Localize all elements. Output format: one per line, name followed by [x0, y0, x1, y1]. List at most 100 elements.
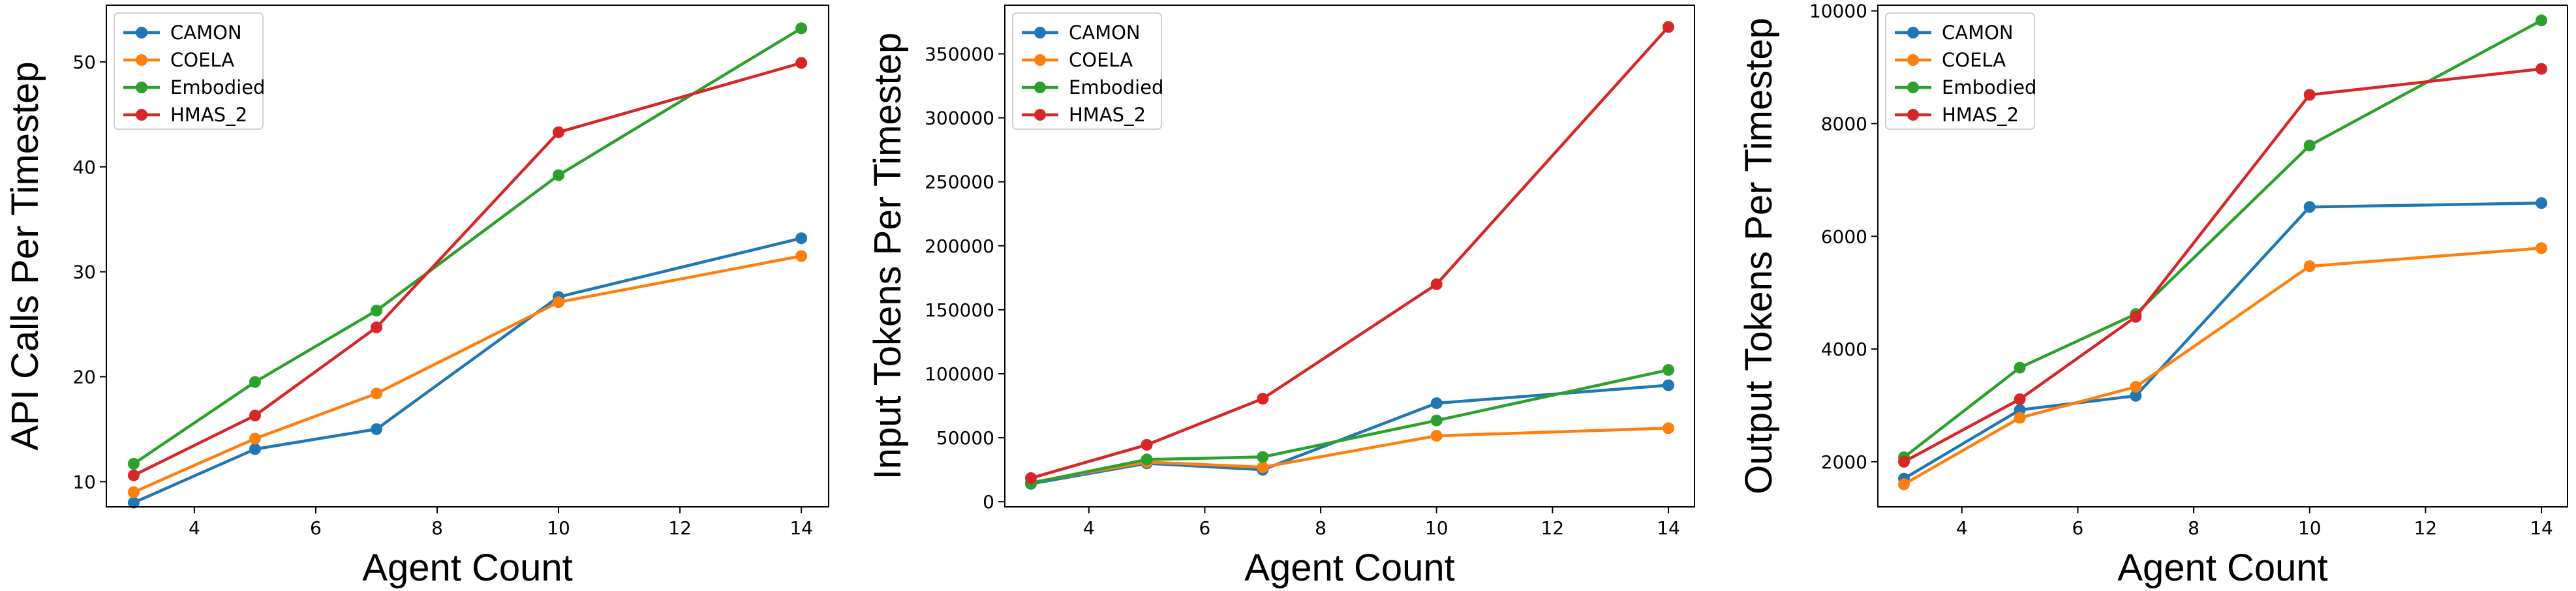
data-point-camon-5	[249, 443, 261, 455]
chart-panel-2: 4 6 8 10 12 14 0 50000 100000 150000 200000 250000 3…	[866, 5, 1695, 589]
data-point-embodied-14	[2536, 14, 2547, 27]
data-point-coela-14	[795, 250, 808, 262]
data-point-coela-10	[2303, 260, 2316, 273]
data-point-embodied-5	[2014, 361, 2026, 374]
x-tick-label: 6	[310, 517, 322, 539]
data-point-hmas_2-3	[1898, 455, 1910, 468]
data-point-embodied-3	[127, 458, 140, 470]
legend-label-camon: CAMON	[1069, 22, 1141, 44]
y-tick-label: 250000	[925, 172, 994, 193]
data-point-embodied-14	[795, 22, 808, 35]
data-point-camon-10	[2303, 201, 2316, 213]
legend-label-coela: COELA	[170, 49, 234, 71]
data-point-hmas_2-10	[553, 126, 564, 138]
y-tick-label: 50	[72, 52, 96, 73]
data-point-coela-10	[553, 296, 564, 309]
x-tick-label: 14	[1657, 517, 1680, 539]
legend-marker-embodied	[1907, 82, 1919, 93]
data-point-camon-3	[127, 496, 140, 509]
y-tick-label: 350000	[925, 44, 994, 65]
data-point-hmas_2-3	[1025, 472, 1037, 484]
data-point-camon-14	[2536, 197, 2547, 209]
x-tick-label: 12	[1541, 517, 1565, 539]
data-point-hmas_2-5	[1141, 438, 1153, 451]
y-tick-label: 4000	[1821, 339, 1867, 360]
chart-panel-1: 4 6 8 10 12 14 10 20 30 40 50 Agent Count API Calls …	[4, 5, 829, 589]
y-axis-label: API Calls Per Timestep	[4, 61, 46, 450]
x-tick-label: 6	[1199, 517, 1211, 539]
data-point-camon-14	[1663, 379, 1674, 391]
legend-label-embodied: Embodied	[170, 76, 265, 98]
x-tick-label: 10	[1425, 517, 1449, 539]
y-tick-label: 100000	[925, 363, 994, 385]
legend-label-embodied: Embodied	[1942, 76, 2036, 98]
y-tick-label: 2000	[1821, 451, 1867, 473]
x-tick-label: 12	[668, 517, 692, 539]
x-tick-label: 10	[547, 517, 570, 539]
data-point-camon-14	[795, 232, 808, 245]
series-line-camon	[1902, 202, 2543, 481]
data-point-embodied-10	[1430, 414, 1443, 427]
data-point-hmas_2-5	[2014, 393, 2026, 405]
y-tick-label: 150000	[925, 299, 994, 321]
legend-label-coela: COELA	[1942, 49, 2006, 71]
legend: CAMON COELA Embodied HMAS_2	[1885, 12, 2036, 130]
x-tick-label: 8	[2188, 517, 2200, 539]
legend: CAMON COELA Embodied HMAS_2	[114, 12, 265, 130]
legend: CAMON COELA Embodied HMAS_2	[1012, 12, 1163, 130]
y-tick-label: 10000	[1809, 1, 1867, 22]
legend-label-embodied: Embodied	[1069, 76, 1163, 98]
y-tick-label: 200000	[925, 235, 994, 257]
x-tick-label: 6	[2072, 517, 2084, 539]
data-point-coela-3	[1898, 478, 1910, 491]
legend-box	[114, 12, 264, 130]
x-tick-label: 14	[2530, 517, 2553, 539]
x-tick-label: 14	[790, 517, 813, 539]
data-point-camon-7	[2130, 389, 2142, 402]
legend-marker-embodied	[136, 82, 147, 93]
x-tick-label: 8	[1315, 517, 1326, 539]
y-tick-label: 30	[72, 262, 96, 283]
y-tick-label: 8000	[1821, 113, 1867, 134]
legend-marker-camon	[136, 27, 147, 38]
x-axis-label: Agent Count	[1244, 547, 1454, 589]
series-line-camon	[1029, 384, 1670, 485]
legend-marker-coela	[136, 54, 147, 66]
axes-frame	[106, 5, 829, 508]
legend-marker-camon	[1034, 27, 1046, 38]
data-point-coela-7	[2130, 381, 2142, 393]
legend-marker-coela	[1034, 54, 1046, 66]
x-axis-label: Agent Count	[2117, 547, 2327, 589]
legend-marker-camon	[1907, 27, 1919, 38]
data-point-hmas_2-14	[1663, 21, 1674, 33]
data-point-hmas_2-10	[1430, 278, 1443, 290]
legend-box	[1885, 12, 2035, 130]
data-point-hmas_2-7	[1257, 393, 1269, 405]
data-point-hmas_2-7	[371, 321, 382, 333]
legend-label-hmas_2: HMAS_2	[1942, 104, 2019, 126]
y-tick-label: 0	[983, 491, 994, 513]
y-axis-label: Input Tokens Per Timestep	[866, 33, 909, 480]
legend-label-hmas_2: HMAS_2	[1069, 104, 1146, 126]
data-point-coela-14	[1663, 422, 1674, 434]
series-line-coela	[1902, 247, 2543, 486]
data-point-hmas_2-10	[2303, 89, 2316, 101]
data-point-coela-7	[371, 387, 382, 400]
y-axis-label: Output Tokens Per Timestep	[1738, 18, 1780, 494]
legend-box	[1012, 12, 1162, 130]
x-tick-label: 12	[2414, 517, 2438, 539]
data-point-coela-7	[1257, 461, 1269, 474]
x-tick-label: 4	[189, 517, 200, 539]
data-point-coela-3	[127, 486, 140, 498]
legend-label-hmas_2: HMAS_2	[170, 104, 247, 126]
data-point-coela-14	[2536, 242, 2547, 254]
data-point-hmas_2-14	[795, 57, 808, 69]
legend-label-coela: COELA	[1069, 49, 1133, 71]
data-point-embodied-5	[1141, 453, 1153, 466]
data-point-embodied-10	[553, 169, 564, 181]
data-point-embodied-10	[2303, 140, 2316, 152]
data-point-coela-5	[249, 432, 261, 445]
axes-frame	[1004, 5, 1695, 508]
data-point-hmas_2-14	[2536, 63, 2547, 75]
